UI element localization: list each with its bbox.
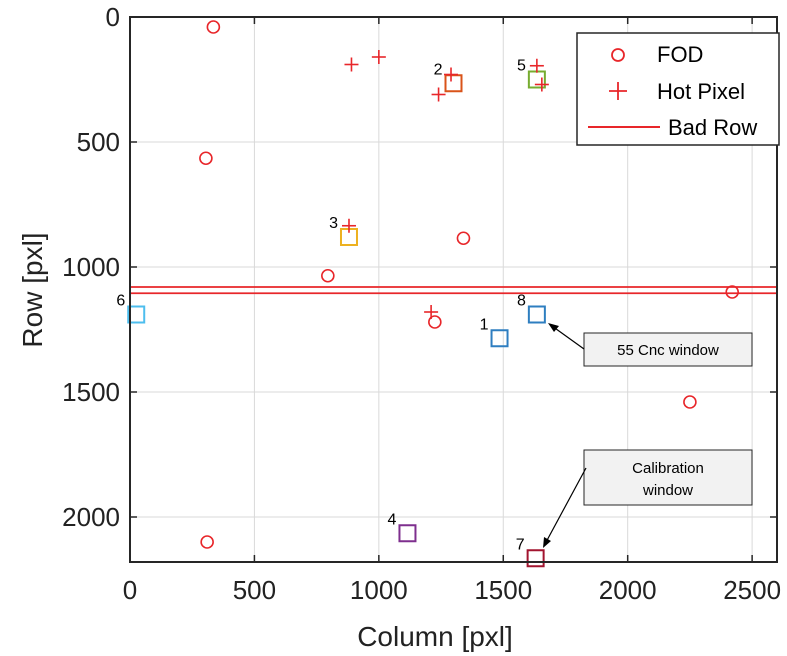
hot-pixel-point xyxy=(344,57,359,72)
window-label: 5 xyxy=(517,58,526,75)
fod-point xyxy=(725,285,740,299)
y-tick-label: 2000 xyxy=(62,502,120,532)
callout-55-cnc-text: 55 Cnc window xyxy=(617,342,719,359)
window-label: 2 xyxy=(434,61,443,78)
window-box xyxy=(127,305,146,324)
fod-point xyxy=(683,395,697,409)
window-markers: 1 2 3 4 5 6 7 8 xyxy=(116,58,546,568)
callout-calibration-line2: window xyxy=(642,482,693,499)
fod-point xyxy=(206,20,221,34)
y-tick-label: 500 xyxy=(77,127,120,157)
legend-hot-pixel-marker xyxy=(609,82,627,100)
hot-pixel-point xyxy=(431,87,446,102)
callout-55-cnc-arrow xyxy=(551,325,585,350)
window-label: 1 xyxy=(480,316,489,333)
hot-pixel-point xyxy=(341,218,356,233)
x-tick-label: 500 xyxy=(233,575,276,605)
callout-calibration-arrow xyxy=(544,467,587,545)
callout-55-cnc-arrowhead xyxy=(548,323,559,332)
callout-calibration-box xyxy=(583,449,753,506)
fod-point xyxy=(321,268,335,283)
fod-point xyxy=(200,535,214,549)
x-tick-label: 1500 xyxy=(474,575,532,605)
hot-pixel-point xyxy=(371,50,386,64)
hot-pixel-point xyxy=(424,305,439,319)
window-label: 6 xyxy=(116,293,125,310)
hot-pixel-point xyxy=(444,67,459,82)
hot-pixel-point xyxy=(529,58,544,73)
y-tick-label: 1500 xyxy=(62,377,120,407)
tick-labels: 0 500 1000 1500 2000 2500 0 500 1000 1500 2000 xyxy=(62,2,781,605)
x-tick-label: 2500 xyxy=(723,575,781,605)
plot-frame xyxy=(129,16,778,563)
hot-pixel-point xyxy=(534,77,549,92)
legend-hot-pixel-label: Hot Pixel xyxy=(657,79,745,104)
legend-fod-label: FOD xyxy=(657,42,703,67)
fod-point xyxy=(199,151,213,166)
window-label: 4 xyxy=(388,511,397,528)
callout-calibration-window: Calibration window xyxy=(543,449,753,548)
fod-point xyxy=(456,231,471,246)
callout-55-cnc-box xyxy=(583,332,753,367)
bad-row-lines xyxy=(130,286,777,295)
x-tick-label: 1000 xyxy=(350,575,408,605)
callout-calibration-line1: Calibration xyxy=(632,460,704,477)
fod-point xyxy=(428,315,442,329)
x-tick-label: 2000 xyxy=(599,575,657,605)
legend-fod-marker xyxy=(611,48,625,62)
y-tick-label: 0 xyxy=(106,2,120,32)
window-box xyxy=(490,329,509,348)
window-box xyxy=(526,549,545,568)
window-box xyxy=(527,305,546,324)
x-axis-title: Column [pxl] xyxy=(357,621,513,652)
window-box xyxy=(398,524,417,543)
legend-bad-row-label: Bad Row xyxy=(668,115,757,140)
window-label: 7 xyxy=(516,536,525,553)
legend: FOD Hot Pixel Bad Row xyxy=(576,32,780,146)
callout-calibration-arrowhead xyxy=(543,537,551,548)
y-axis-title: Row [pxl] xyxy=(17,232,48,347)
data-markers xyxy=(199,20,740,549)
grid-lines xyxy=(129,16,777,562)
y-tick-label: 1000 xyxy=(62,252,120,282)
callout-55-cnc-window: 55 Cnc window xyxy=(548,323,753,367)
window-label: 8 xyxy=(517,293,526,310)
window-label: 3 xyxy=(329,215,338,232)
x-tick-label: 0 xyxy=(123,575,137,605)
